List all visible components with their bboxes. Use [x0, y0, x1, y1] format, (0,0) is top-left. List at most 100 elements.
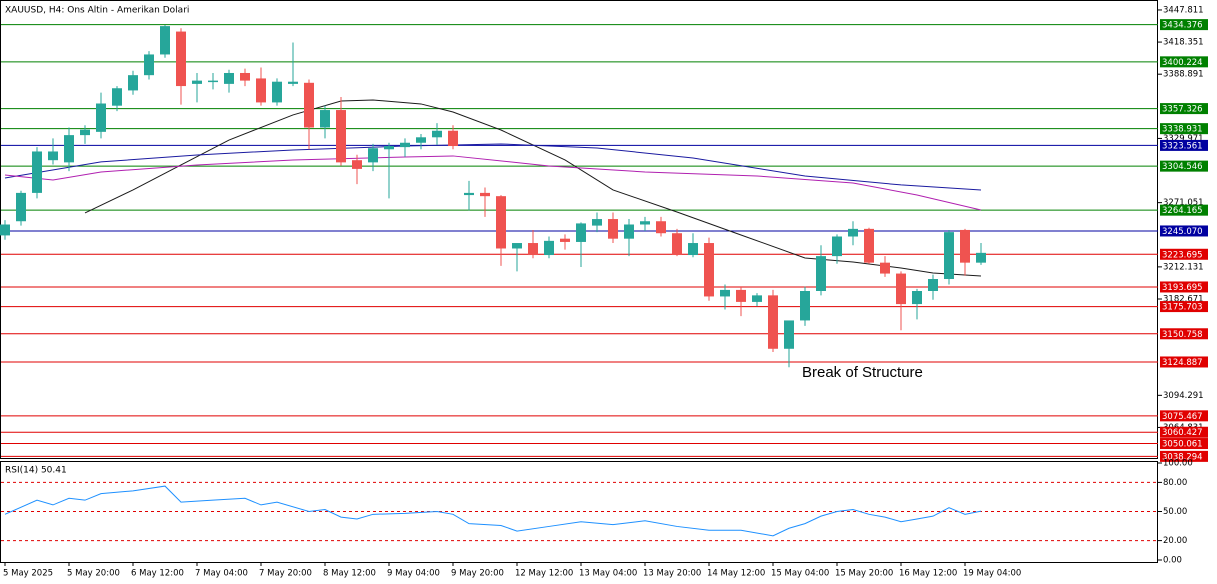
x-tick-label: 5 May 2025 — [3, 569, 53, 579]
candle-body — [320, 110, 330, 128]
level-label: 3075.467 — [1162, 412, 1203, 422]
level-label: 3323.561 — [1162, 141, 1203, 151]
candle-body — [304, 82, 314, 128]
rsi — [1, 481, 1158, 542]
candle-body — [944, 232, 954, 280]
candle-body — [832, 236, 842, 257]
candle-body — [848, 228, 858, 237]
candle-body — [800, 290, 810, 321]
candle-body — [480, 192, 490, 197]
level-label: 3050.061 — [1162, 440, 1203, 450]
candle-body — [656, 221, 666, 234]
level-label-box — [1160, 356, 1208, 368]
level-label-box — [1160, 281, 1208, 293]
level-label: 3060.427 — [1162, 428, 1203, 438]
candle-body — [80, 129, 90, 136]
rsi-tick-label: 0.00 — [1163, 556, 1182, 566]
level-label: 3304.546 — [1162, 162, 1203, 172]
axes: 3447.811 3418.351 3388.891 3329.971 3271.051… — [3, 5, 1208, 579]
candle-body — [544, 240, 554, 256]
candle-body — [272, 81, 282, 103]
level-label-box — [1160, 225, 1208, 237]
x-tick-label: 5 May 20:00 — [67, 569, 120, 579]
candle-body — [688, 243, 698, 256]
level-label-box — [1160, 103, 1208, 115]
rsi-tick-label: 50.00 — [1163, 507, 1187, 517]
candle-body — [448, 130, 458, 147]
level-label: 3150.758 — [1162, 330, 1203, 340]
candle-body — [752, 295, 762, 302]
level-label-box — [1160, 410, 1208, 422]
y-tick-label: 3447.811 — [1163, 5, 1204, 15]
annotation: Break of Structure — [802, 364, 923, 381]
level-label-box — [1160, 139, 1208, 151]
x-tick-label: 15 May 04:00 — [771, 569, 829, 579]
candle-body — [336, 110, 346, 163]
moving-average — [4, 143, 982, 191]
candle-body — [384, 146, 394, 150]
candle-body — [128, 75, 138, 91]
level-label-box — [1160, 438, 1208, 450]
y-tick-label: 3094.291 — [1163, 391, 1204, 401]
rsi-title: RSI(14) 50.41 — [5, 466, 67, 476]
level-label-box — [1160, 328, 1208, 340]
candle-body — [624, 224, 634, 239]
y-tick-label: 3388.891 — [1163, 70, 1204, 80]
rsi-tick-label: 100.00 — [1163, 459, 1193, 469]
candle-body — [912, 290, 922, 305]
candle-body — [48, 151, 58, 161]
candle-body — [432, 130, 442, 138]
candle-body — [512, 243, 522, 249]
candle-body — [816, 256, 826, 291]
candle-body — [288, 81, 298, 84]
x-tick-label: 7 May 04:00 — [195, 569, 248, 579]
candle-body — [768, 295, 778, 349]
x-tick-label: 9 May 20:00 — [451, 569, 504, 579]
rsi-tick-label: 20.00 — [1163, 536, 1187, 546]
candle-body — [416, 137, 426, 143]
candle-body — [720, 289, 730, 297]
candle-body — [896, 273, 906, 305]
candle-body — [592, 219, 602, 226]
rsi-line — [4, 485, 982, 537]
candle-body — [608, 219, 618, 239]
candle-body — [976, 252, 986, 263]
level-label: 3245.070 — [1162, 227, 1203, 237]
level-label-box — [1160, 450, 1208, 462]
candle-body — [0, 224, 10, 236]
candle-body — [400, 142, 410, 148]
level-label: 3357.326 — [1162, 105, 1203, 115]
candle-body — [208, 80, 218, 83]
candle-body — [64, 135, 74, 163]
y-tick-label: 3329.971 — [1163, 134, 1204, 144]
candle-body — [192, 80, 202, 84]
candle-body — [16, 192, 26, 222]
moving-averages — [4, 99, 982, 277]
candle-body — [560, 238, 570, 242]
candle-body — [880, 262, 890, 274]
level-label: 3038.294 — [1162, 452, 1203, 462]
candle-body — [176, 31, 186, 87]
level-label: 3400.224 — [1162, 58, 1203, 68]
x-tick-label: 8 May 12:00 — [323, 569, 376, 579]
candle-body — [784, 320, 794, 349]
x-tick-label: 15 May 20:00 — [835, 569, 893, 579]
candle-body — [144, 54, 154, 76]
candle-body — [736, 289, 746, 302]
level-label-box — [1160, 248, 1208, 260]
level-label-box — [1160, 56, 1208, 68]
level-label: 3175.703 — [1162, 303, 1203, 313]
level-label: 3264.165 — [1162, 206, 1203, 216]
candle-body — [224, 72, 234, 84]
y-tick-label: 3418.351 — [1163, 38, 1204, 48]
candles — [0, 25, 986, 368]
x-tick-label: 7 May 20:00 — [259, 569, 312, 579]
level-label: 3124.887 — [1162, 358, 1203, 368]
moving-average — [4, 155, 982, 211]
candle-body — [672, 233, 682, 256]
rsi-tick-label: 80.00 — [1163, 478, 1187, 488]
x-tick-label: 13 May 20:00 — [643, 569, 701, 579]
level-label-box — [1160, 123, 1208, 135]
x-tick-label: 16 May 12:00 — [899, 569, 957, 579]
